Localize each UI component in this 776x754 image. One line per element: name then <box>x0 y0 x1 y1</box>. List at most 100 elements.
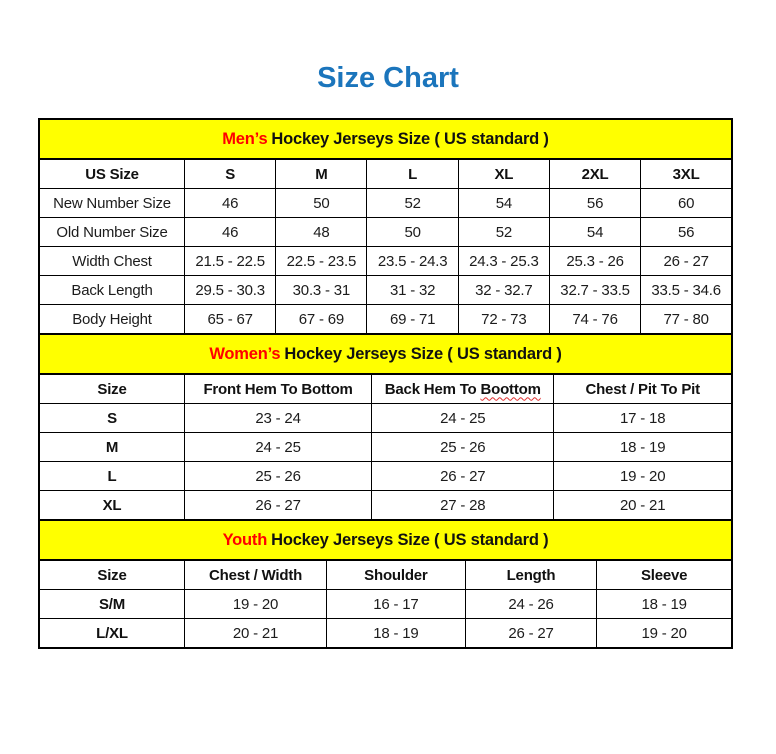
table-cell: 77 - 80 <box>640 304 733 335</box>
header-text: Back Hem To <box>384 380 481 398</box>
table-cell: 26 - 27 <box>184 490 373 521</box>
table-cell: 30.3 - 31 <box>275 275 368 305</box>
table-cell: 19 - 20 <box>596 618 733 649</box>
table-cell: 67 - 69 <box>275 304 368 335</box>
band-text: Hockey Jerseys Size ( US standard ) <box>284 344 562 363</box>
table-cell: 25 - 26 <box>371 432 555 462</box>
table-cell: 69 - 71 <box>366 304 459 335</box>
row-label: S <box>38 403 186 433</box>
table-cell: 65 - 67 <box>184 304 277 335</box>
header-row: US Size S M L XL 2XL 3XL <box>38 158 733 189</box>
band-highlight: Women’s <box>209 344 281 363</box>
row-label: Back Length <box>38 275 186 305</box>
table-cell: 74 - 76 <box>548 304 642 335</box>
column-header: 3XL <box>640 158 733 189</box>
column-header: M <box>275 158 368 189</box>
table-cell: 26 - 27 <box>640 246 733 276</box>
column-header: Length <box>464 559 598 590</box>
table-cell: 19 - 20 <box>553 461 733 491</box>
womens-size-table: Women’s Hockey Jerseys Size ( US standard… <box>38 333 733 521</box>
column-header: Front Hem To Bottom <box>184 373 373 404</box>
section-band-row: Youth Hockey Jerseys Size ( US standard ) <box>38 519 733 561</box>
table-cell: 25 - 26 <box>184 461 373 491</box>
table-row: Old Number Size 46 48 50 52 54 56 <box>38 217 733 247</box>
table-row: M 24 - 25 25 - 26 18 - 19 <box>38 432 733 462</box>
column-header: Sleeve <box>596 559 733 590</box>
row-label: S/M <box>38 589 186 619</box>
misspelled-word-squiggle: Boottom <box>480 380 541 398</box>
band-text: Hockey Jerseys Size ( US standard ) <box>271 530 549 549</box>
table-cell: 48 <box>275 217 368 247</box>
table-cell: 18 - 19 <box>553 432 733 462</box>
row-label: Body Height <box>38 304 186 335</box>
table-cell: 32 - 32.7 <box>457 275 550 305</box>
table-cell: 60 <box>640 188 733 218</box>
table-cell: 20 - 21 <box>553 490 733 521</box>
table-cell: 23.5 - 24.3 <box>366 246 459 276</box>
table-row: S/M 19 - 20 16 - 17 24 - 26 18 - 19 <box>38 589 733 619</box>
column-header: Size <box>38 373 186 404</box>
column-header: Shoulder <box>326 559 466 590</box>
row-label: L <box>38 461 186 491</box>
table-row: Body Height 65 - 67 67 - 69 69 - 71 72 - 73 7… <box>38 304 733 335</box>
table-cell: 26 - 27 <box>464 618 598 649</box>
column-header: L <box>366 158 459 189</box>
row-label: XL <box>38 490 186 521</box>
column-header: Chest / Width <box>184 559 328 590</box>
column-header: Back Hem To Boottom <box>371 373 555 404</box>
column-header: 2XL <box>548 158 642 189</box>
table-row: S 23 - 24 24 - 25 17 - 18 <box>38 403 733 433</box>
row-label: L/XL <box>38 618 186 649</box>
table-row: XL 26 - 27 27 - 28 20 - 21 <box>38 490 733 521</box>
table-cell: 33.5 - 34.6 <box>640 275 733 305</box>
section-band: Women’s Hockey Jerseys Size ( US standard… <box>38 333 733 375</box>
band-highlight: Men’s <box>222 129 268 148</box>
table-cell: 56 <box>640 217 733 247</box>
table-cell: 24 - 25 <box>184 432 373 462</box>
table-row: Back Length 29.5 - 30.3 30.3 - 31 31 - 32 32… <box>38 275 733 305</box>
header-row: Size Chest / Width Shoulder Length Sleeve <box>38 559 733 590</box>
table-cell: 18 - 19 <box>596 589 733 619</box>
table-cell: 56 <box>548 188 642 218</box>
section-band: Men’s Hockey Jerseys Size ( US standard ) <box>38 118 733 160</box>
row-label: M <box>38 432 186 462</box>
column-header: S <box>184 158 277 189</box>
table-row: L/XL 20 - 21 18 - 19 26 - 27 19 - 20 <box>38 618 733 649</box>
band-highlight: Youth <box>222 530 268 549</box>
table-cell: 72 - 73 <box>457 304 550 335</box>
table-cell: 25.3 - 26 <box>548 246 642 276</box>
row-label: Width Chest <box>38 246 186 276</box>
table-cell: 54 <box>457 188 550 218</box>
table-cell: 18 - 19 <box>326 618 466 649</box>
table-cell: 22.5 - 23.5 <box>275 246 368 276</box>
table-cell: 50 <box>366 217 459 247</box>
mens-size-table: Men’s Hockey Jerseys Size ( US standard )… <box>38 118 733 335</box>
table-cell: 21.5 - 22.5 <box>184 246 277 276</box>
table-cell: 24 - 26 <box>464 589 598 619</box>
page-title: Size Chart <box>317 62 459 94</box>
table-cell: 46 <box>184 217 277 247</box>
table-cell: 23 - 24 <box>184 403 373 433</box>
table-cell: 17 - 18 <box>553 403 733 433</box>
section-band-row: Men’s Hockey Jerseys Size ( US standard ) <box>38 118 733 160</box>
table-cell: 29.5 - 30.3 <box>184 275 277 305</box>
table-cell: 50 <box>275 188 368 218</box>
table-cell: 24 - 25 <box>371 403 555 433</box>
table-cell: 16 - 17 <box>326 589 466 619</box>
table-row: New Number Size 46 50 52 54 56 60 <box>38 188 733 218</box>
table-row: Width Chest 21.5 - 22.5 22.5 - 23.5 23.5 - … <box>38 246 733 276</box>
column-header: Chest / Pit To Pit <box>553 373 733 404</box>
table-cell: 24.3 - 25.3 <box>457 246 550 276</box>
header-row: Size Front Hem To Bottom Back Hem To Boott… <box>38 373 733 404</box>
table-row: L 25 - 26 26 - 27 19 - 20 <box>38 461 733 491</box>
band-text: Hockey Jerseys Size ( US standard ) <box>271 129 549 148</box>
table-cell: 27 - 28 <box>371 490 555 521</box>
table-cell: 26 - 27 <box>371 461 555 491</box>
table-cell: 54 <box>548 217 642 247</box>
row-label: New Number Size <box>38 188 186 218</box>
table-cell: 31 - 32 <box>366 275 459 305</box>
table-cell: 20 - 21 <box>184 618 328 649</box>
table-cell: 46 <box>184 188 277 218</box>
table-cell: 19 - 20 <box>184 589 328 619</box>
row-label: Old Number Size <box>38 217 186 247</box>
